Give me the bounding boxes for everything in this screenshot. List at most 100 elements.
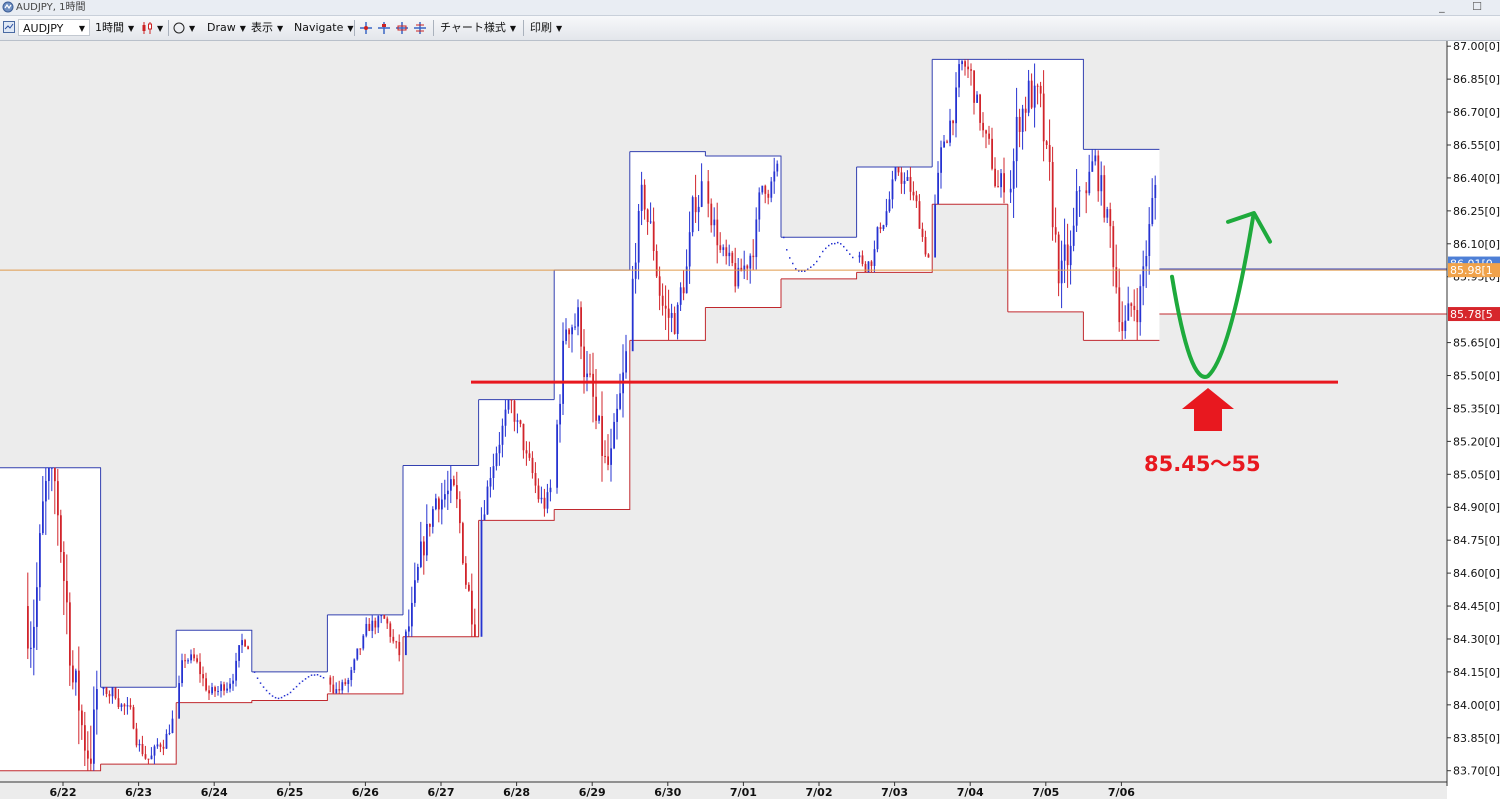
candle-body bbox=[583, 346, 585, 378]
candle-body bbox=[906, 176, 909, 181]
candle-body bbox=[1091, 161, 1094, 172]
candle-body bbox=[649, 221, 652, 223]
candle-body bbox=[377, 616, 380, 628]
candle-body bbox=[405, 631, 407, 656]
candle-dot bbox=[262, 686, 265, 688]
chart-style-label: チャート様式 bbox=[440, 21, 506, 34]
candle-dot bbox=[846, 249, 848, 252]
candle-dot bbox=[834, 242, 836, 245]
candle-body bbox=[903, 180, 906, 184]
chevron-down-icon: ▼ bbox=[239, 24, 246, 33]
candle-dot bbox=[816, 260, 818, 263]
candle-body bbox=[374, 620, 377, 628]
candle-dot bbox=[253, 671, 256, 673]
symbol-value: AUDJPY bbox=[23, 22, 64, 35]
candle-body bbox=[870, 261, 873, 266]
toolbar-divider bbox=[354, 20, 355, 36]
candle-body bbox=[646, 209, 649, 223]
candle-body bbox=[577, 307, 579, 327]
candle-body bbox=[205, 678, 207, 691]
candle-body bbox=[616, 408, 618, 422]
display-menu[interactable]: 表示 ▼ bbox=[251, 19, 283, 37]
candle-body bbox=[973, 70, 975, 103]
crosshair-zoom-icon[interactable] bbox=[395, 21, 409, 35]
candle-body bbox=[516, 420, 519, 422]
candle-body bbox=[171, 718, 174, 733]
day-range-fill bbox=[781, 237, 857, 279]
candle-body bbox=[549, 487, 552, 493]
candle-dot bbox=[789, 257, 791, 259]
candle-body bbox=[979, 94, 981, 123]
candle-dot bbox=[804, 270, 806, 272]
candle-body bbox=[411, 602, 413, 627]
candle-dot bbox=[292, 688, 295, 690]
crosshair-reset-icon[interactable] bbox=[413, 21, 427, 35]
candle-body bbox=[655, 251, 658, 277]
candle-body bbox=[386, 618, 389, 624]
chevron-down-icon: ▼ bbox=[347, 24, 354, 33]
candle-dot bbox=[286, 693, 289, 696]
candle-body bbox=[217, 690, 219, 692]
crosshair-add-icon[interactable] bbox=[359, 21, 373, 35]
candle-body bbox=[420, 541, 422, 567]
window-controls[interactable]: _ ☐ bbox=[1439, 0, 1494, 13]
candle-body bbox=[504, 409, 507, 426]
candle-body bbox=[54, 467, 56, 482]
candle-body bbox=[235, 660, 237, 681]
candle-body bbox=[1054, 227, 1057, 235]
chart-grid-icon[interactable] bbox=[3, 21, 15, 33]
time-tick-label: 7/05 bbox=[1032, 786, 1059, 799]
print-menu[interactable]: 印刷 ▼ bbox=[530, 19, 562, 37]
candle-body bbox=[613, 421, 615, 449]
candle-body bbox=[1124, 320, 1127, 332]
day-range-fill bbox=[100, 687, 177, 765]
candle-body bbox=[1088, 171, 1091, 194]
price-tick-label: 86.85[0] bbox=[1453, 73, 1500, 86]
candle-body bbox=[958, 64, 960, 88]
crosshair-move-icon[interactable] bbox=[377, 21, 391, 35]
candle-dot bbox=[268, 692, 271, 695]
time-tick-label: 7/01 bbox=[730, 786, 757, 799]
symbol-select[interactable]: AUDJPY ▼ bbox=[18, 19, 90, 36]
timeframe-dropdown[interactable]: 1時間 ▼ bbox=[95, 19, 134, 37]
candle-body bbox=[1027, 80, 1030, 113]
candle-body bbox=[48, 467, 50, 481]
draw-menu[interactable]: Draw ▼ bbox=[207, 19, 246, 37]
candle-body bbox=[767, 193, 770, 198]
candle-body bbox=[640, 184, 643, 211]
navigate-menu[interactable]: Navigate ▼ bbox=[294, 19, 354, 37]
candle-body bbox=[120, 704, 123, 707]
candle-body bbox=[1009, 188, 1012, 193]
candle-body bbox=[858, 255, 861, 258]
price-chart[interactable]: 87.00[0] 86.85[0] 86.70[0] 86.55[0] 86.40[0]… bbox=[0, 41, 1500, 799]
candle-body bbox=[961, 61, 963, 65]
candle-body bbox=[540, 497, 543, 500]
candle-body bbox=[991, 138, 993, 169]
candle-body bbox=[634, 262, 637, 279]
candle-body bbox=[359, 648, 362, 650]
candle-dot bbox=[822, 250, 824, 253]
candle-body bbox=[519, 420, 522, 424]
time-tick-label: 6/23 bbox=[125, 786, 152, 799]
chart-style-menu[interactable]: チャート様式 ▼ bbox=[440, 19, 516, 37]
shape-tool-dropdown[interactable]: ▼ bbox=[173, 19, 195, 37]
candle-body bbox=[341, 682, 344, 691]
candle-dot bbox=[283, 695, 286, 697]
candle-body bbox=[72, 665, 74, 683]
candle-body bbox=[435, 498, 437, 510]
candle-body bbox=[1130, 303, 1133, 306]
price-axis-bg bbox=[1447, 41, 1500, 799]
chevron-down-icon: ▼ bbox=[128, 24, 135, 33]
candle-type-dropdown[interactable]: ▼ bbox=[141, 19, 163, 37]
candle-body bbox=[537, 485, 540, 500]
candle-body bbox=[691, 197, 694, 233]
candle-dot bbox=[304, 678, 307, 680]
candle-body bbox=[1021, 108, 1024, 132]
candle-body bbox=[601, 416, 603, 456]
candle-dot bbox=[828, 244, 830, 247]
time-tick-label: 7/04 bbox=[957, 786, 984, 799]
candle-body bbox=[725, 247, 728, 257]
candle-body bbox=[652, 221, 655, 252]
daily-range-boxes bbox=[0, 58, 1447, 772]
candle-body bbox=[356, 648, 359, 660]
